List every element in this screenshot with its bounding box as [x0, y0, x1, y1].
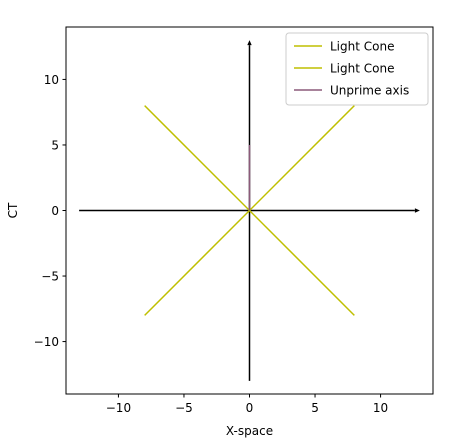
y-tick-label: 5 [51, 138, 59, 152]
legend-box [285, 32, 429, 106]
x-axis-label: X-space [226, 424, 273, 438]
x-tick-label: −5 [175, 401, 193, 415]
y-tick-label: −10 [34, 335, 59, 349]
legend-label: Unprime axis [330, 84, 409, 98]
legend-label: Light Cone [330, 40, 394, 54]
plot-content [79, 40, 420, 381]
legend: Light Cone Light Cone Unprime axis [285, 32, 429, 106]
x-tick-label: 5 [311, 401, 319, 415]
y-tick-label: 10 [44, 73, 59, 87]
x-tick-label: −10 [106, 401, 131, 415]
x-tick-label: 0 [246, 401, 254, 415]
y-axis-label: CT [6, 202, 20, 218]
legend-item: Unprime axis [294, 84, 409, 98]
legend-item: Light Cone [294, 40, 394, 54]
x-axis-arrow-head [414, 208, 420, 213]
x-axis-arrow [79, 208, 420, 213]
y-tick-label: −5 [41, 270, 59, 284]
ct-axis-arrow [247, 40, 252, 381]
y-axis-ticks: −10 −5 0 5 10 [34, 73, 66, 349]
ct-axis-arrow-head [247, 40, 252, 46]
y-tick-label: 0 [51, 204, 59, 218]
x-tick-label: 10 [373, 401, 388, 415]
legend-item: Light Cone [294, 62, 394, 76]
legend-label: Light Cone [330, 62, 394, 76]
x-axis-ticks: −10 −5 0 5 10 [106, 394, 388, 415]
